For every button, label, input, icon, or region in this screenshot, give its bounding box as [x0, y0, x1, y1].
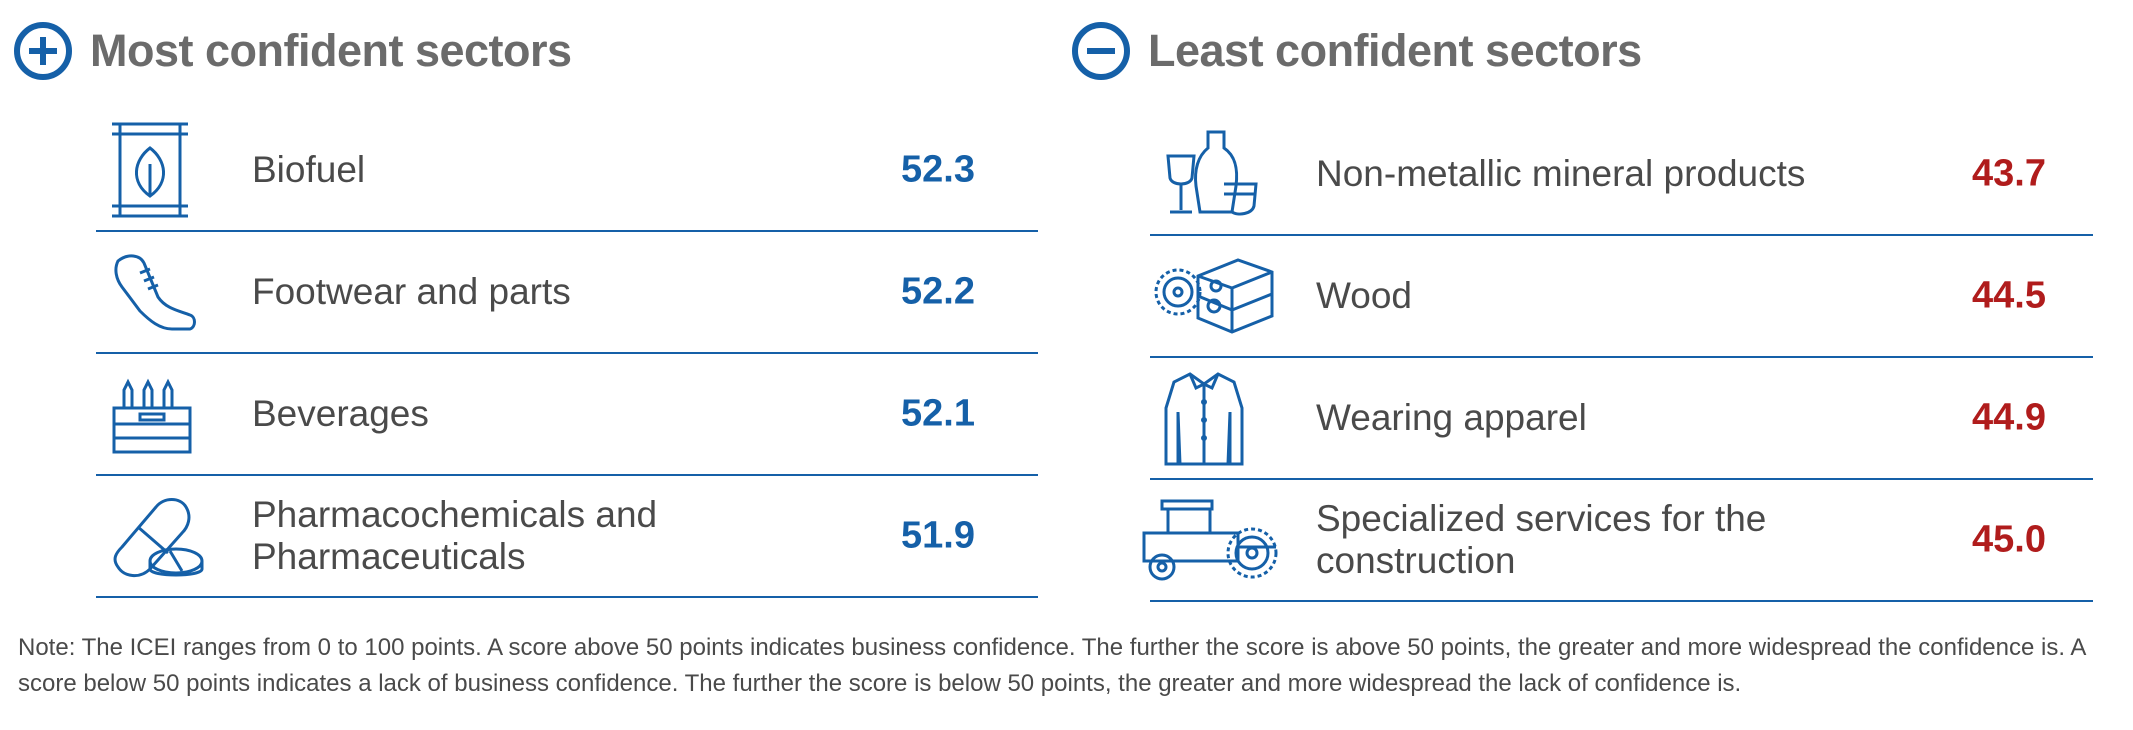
- list-item: Non-metallic mineral products 43.7: [1150, 114, 2093, 236]
- sector-score: 44.9: [1972, 396, 2046, 439]
- list-item: Biofuel 52.3: [96, 110, 1038, 232]
- sector-score: 52.3: [901, 148, 975, 191]
- road-roller-icon: [1140, 495, 1280, 585]
- least-confident-title: Least confident sectors: [1148, 25, 1642, 76]
- list-item: Wood 44.5: [1150, 236, 2093, 358]
- most-confident-header: Most confident sectors: [14, 22, 572, 80]
- sector-label: Beverages: [252, 393, 429, 434]
- sector-label: Wood: [1316, 275, 1412, 316]
- list-item: Beverages 52.1: [96, 354, 1038, 476]
- list-item: Specialized services for the constructio…: [1142, 480, 2093, 602]
- sector-label: Biofuel: [252, 149, 366, 190]
- least-confident-list: Non-metallic mineral products 43.7 Wood …: [1142, 114, 2093, 602]
- footnote: Note: The ICEI ranges from 0 to 100 poin…: [18, 634, 2086, 697]
- most-confident-list: Biofuel 52.3 Footwear and parts 52.2: [96, 110, 1038, 598]
- list-item: Footwear and parts 52.2: [96, 232, 1038, 354]
- plus-circle-icon: [14, 22, 72, 80]
- sector-label: Specialized services for the constructio…: [1316, 498, 1767, 581]
- sector-score: 44.5: [1972, 274, 2046, 317]
- bottle-crate-icon: [110, 372, 194, 456]
- pill-icon: [110, 491, 206, 581]
- glassware-icon: [1160, 126, 1260, 222]
- least-confident-header: Least confident sectors: [1072, 22, 1642, 80]
- biofuel-icon: [110, 120, 190, 220]
- sector-score: 51.9: [901, 514, 975, 557]
- sector-label: Wearing apparel: [1316, 397, 1587, 438]
- list-item: Pharmacochemicals and Pharmaceuticals 51…: [96, 476, 1038, 598]
- sector-score: 43.7: [1972, 152, 2046, 195]
- sector-score: 45.0: [1972, 518, 2046, 561]
- shirt-icon: [1164, 368, 1244, 468]
- sector-score: 52.2: [901, 270, 975, 313]
- sector-label: Footwear and parts: [252, 271, 571, 312]
- minus-circle-icon: [1072, 22, 1130, 80]
- shoe-icon: [110, 247, 200, 337]
- sector-label: Pharmacochemicals and Pharmaceuticals: [252, 494, 658, 577]
- most-confident-title: Most confident sectors: [90, 25, 572, 76]
- sector-score: 52.1: [901, 392, 975, 435]
- sector-label: Non-metallic mineral products: [1316, 153, 1806, 194]
- list-item: Wearing apparel 44.9: [1150, 358, 2093, 480]
- wood-saw-icon: [1150, 256, 1280, 336]
